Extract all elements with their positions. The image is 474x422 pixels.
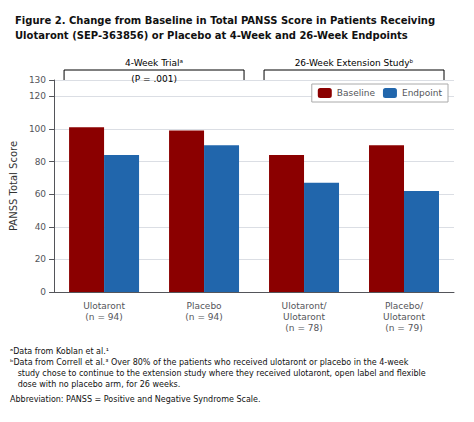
svg-text:4-Week Trialᵃ: 4-Week Trialᵃ bbox=[125, 58, 183, 68]
svg-text:(P = .001): (P = .001) bbox=[131, 74, 177, 84]
svg-text:(n = 78): (n = 78) bbox=[285, 323, 322, 333]
svg-text:Ulotaront: Ulotaront bbox=[83, 301, 125, 311]
svg-text:80: 80 bbox=[35, 157, 47, 167]
svg-text:Endpoint: Endpoint bbox=[402, 88, 443, 98]
svg-text:Abbreviation: PANSS = Positive: Abbreviation: PANSS = Positive and Negat… bbox=[10, 395, 261, 404]
svg-text:Ulotaront (SEP-363856) or Plac: Ulotaront (SEP-363856) or Placebo at 4-W… bbox=[15, 30, 408, 41]
svg-text:Ulotaront: Ulotaront bbox=[283, 312, 325, 322]
svg-text:dose with no placebo arm, for: dose with no placebo arm, for 26 weeks. bbox=[10, 380, 180, 389]
svg-text:26-Week Extension Studyᵇ: 26-Week Extension Studyᵇ bbox=[295, 58, 414, 68]
svg-text:PANSS Total Score: PANSS Total Score bbox=[8, 141, 19, 231]
svg-text:20: 20 bbox=[35, 254, 47, 264]
svg-text:(n = 94): (n = 94) bbox=[185, 312, 222, 322]
svg-text:(n = 94): (n = 94) bbox=[85, 312, 122, 322]
svg-text:(n = 79): (n = 79) bbox=[385, 323, 422, 333]
svg-text:40: 40 bbox=[35, 222, 47, 232]
svg-text:Figure 2. Change from Baseline: Figure 2. Change from Baseline in Total … bbox=[15, 15, 435, 26]
svg-text:Placebo: Placebo bbox=[186, 301, 222, 311]
svg-text:130: 130 bbox=[29, 75, 46, 85]
svg-text:Baseline: Baseline bbox=[337, 88, 376, 98]
svg-text:120: 120 bbox=[29, 91, 46, 101]
svg-text:60: 60 bbox=[35, 189, 47, 199]
svg-text:ᵃData from Koblan et al.¹: ᵃData from Koblan et al.¹ bbox=[10, 347, 109, 356]
svg-text:0: 0 bbox=[40, 287, 46, 297]
svg-text:100: 100 bbox=[29, 124, 46, 134]
svg-text:ᵇData from Correll et al.³ Ove: ᵇData from Correll et al.³ Over 80% of t… bbox=[10, 358, 409, 367]
svg-text:Ulotaront/: Ulotaront/ bbox=[282, 301, 328, 311]
svg-text:Placebo/: Placebo/ bbox=[385, 301, 424, 311]
svg-text:study chose to continue to the: study chose to continue to the extension… bbox=[10, 369, 426, 378]
svg-text:Ulotaront: Ulotaront bbox=[383, 312, 425, 322]
